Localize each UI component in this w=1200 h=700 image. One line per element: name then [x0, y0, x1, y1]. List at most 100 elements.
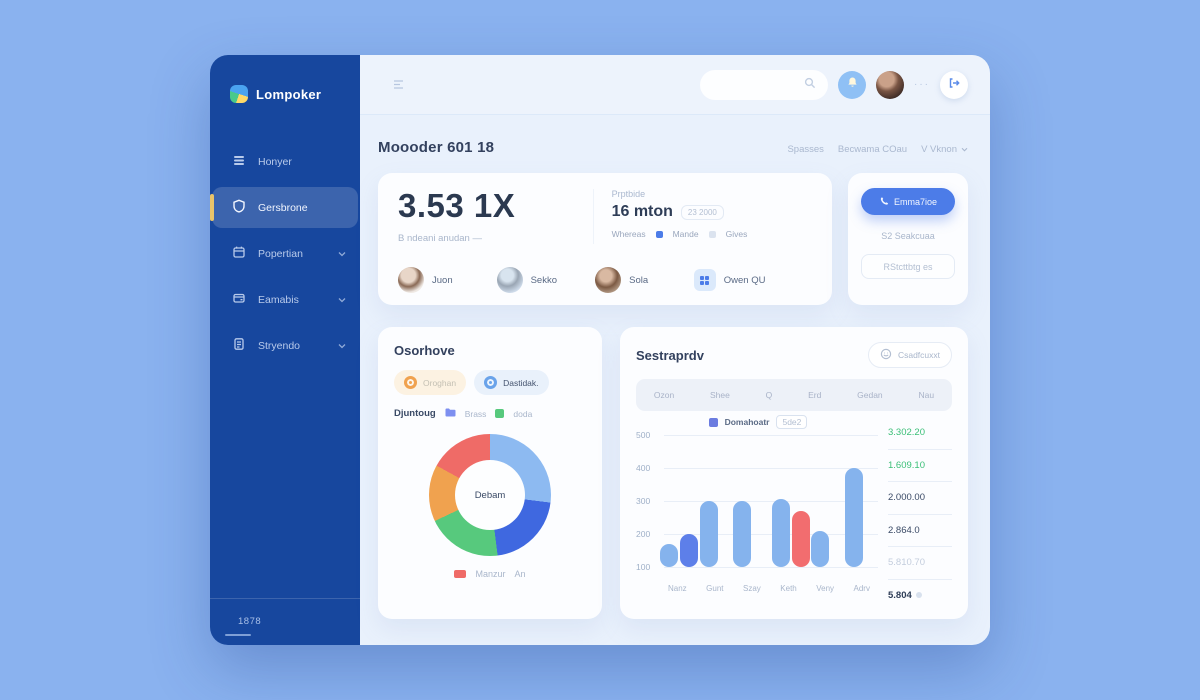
title-link-1[interactable]: Spasses: [787, 144, 824, 155]
side-value: 3.302.20: [888, 427, 925, 439]
side-value: 2.000.00: [888, 492, 925, 504]
legend-blue-swatch: [655, 230, 663, 238]
side-value: 5.810.70: [888, 557, 925, 569]
range-tab-4[interactable]: Gedan: [857, 390, 883, 400]
tertiary-action-button[interactable]: RStcttbtg es: [861, 254, 955, 279]
bar-chart-plot: Domahoatr 5de2 500 400 300 200 100: [636, 415, 878, 577]
y-tick-label: 500: [636, 430, 651, 440]
title-links: Spasses Becwama COau V Vknon: [787, 144, 968, 155]
legend-blue-label: Mande: [672, 229, 699, 239]
main-area: ··· Moooder 601 18 Spasses Becwama COau …: [360, 55, 990, 645]
gridline: [664, 567, 878, 568]
donut-center-label: Debam: [455, 460, 525, 530]
range-tab-1[interactable]: Shee: [710, 390, 730, 400]
person-name: Juon: [432, 274, 453, 286]
badge-orange[interactable]: Oroghan: [394, 370, 467, 395]
range-tab-2[interactable]: Q: [765, 390, 773, 400]
bar[interactable]: [680, 534, 699, 567]
side-value: 2.864.0: [888, 524, 920, 536]
sidebar-footer-underline: [225, 634, 251, 636]
statistics-action-button[interactable]: Csadfcuxxt: [867, 342, 952, 368]
range-tab-5[interactable]: Nau: [918, 390, 935, 400]
legend-indigo-swatch: [708, 417, 718, 427]
logout-icon: [948, 76, 960, 94]
badge-blue-label: Dastidak.: [503, 377, 539, 388]
person-item[interactable]: Juon: [398, 267, 497, 293]
chevron-down-icon: [338, 294, 346, 306]
bell-icon: [846, 76, 859, 94]
avatar: [496, 267, 523, 293]
sidebar-item-home[interactable]: Honyer: [210, 141, 360, 182]
bar[interactable]: [810, 530, 829, 567]
call-to-action-button[interactable]: Emma7ioe: [861, 188, 955, 215]
bar[interactable]: [791, 510, 810, 567]
stats-left: 3.53 1X B ndeani anudan —: [398, 188, 593, 243]
logout-button[interactable]: [940, 70, 968, 99]
sidebar-nav: Honyer Gersbrone Popertian Eamabis Strye…: [210, 141, 360, 366]
title-link-2[interactable]: Becwama COau: [837, 144, 908, 155]
sidebar-footer: 1878: [210, 598, 360, 636]
person-item[interactable]: Sekko: [496, 267, 596, 293]
legend-plain-label: Whereas: [611, 229, 646, 239]
logo: Lompoker: [210, 77, 360, 127]
side-value-row: 3.302.20: [888, 417, 952, 450]
sidebar-item-contacts[interactable]: Eamabis: [210, 279, 360, 320]
range-tab-3[interactable]: Erd: [808, 390, 822, 400]
search-icon: [804, 76, 816, 94]
statistics-card: Sestraprdv Csadfcuxxt Ozon Shee Q Erd Gedan N…: [620, 327, 968, 619]
bar-chart-legend: Domahoatr 5de2: [708, 415, 808, 429]
secondary-action-button[interactable]: S2 Seakcuaa: [881, 231, 935, 241]
donut-legend-blue-label: Brass: [464, 408, 487, 419]
stats-top: 3.53 1X B ndeani anudan — Prptbide 16 mt…: [398, 188, 812, 244]
statistics-action-label: Csadfcuxxt: [897, 350, 940, 360]
gridline: [664, 435, 878, 436]
sidebar-item-reports[interactable]: Stryendo: [210, 325, 360, 366]
badge-blue[interactable]: Dastidak.: [474, 370, 549, 395]
title-row: Moooder 601 18 Spasses Becwama COau V Vk…: [378, 139, 968, 156]
chevron-down-icon: [961, 144, 968, 155]
x-axis-label: Adrv: [853, 584, 870, 593]
chevron-down-icon: [338, 340, 346, 352]
sidebar-item-properties[interactable]: Popertian: [210, 233, 360, 274]
bar[interactable]: [844, 468, 863, 567]
stats-card: 3.53 1X B ndeani anudan — Prptbide 16 mt…: [378, 173, 832, 305]
user-avatar[interactable]: [876, 70, 904, 99]
bar[interactable]: [699, 501, 718, 567]
side-value-row: 1.609.10: [888, 450, 952, 482]
sidebar: Lompoker Honyer Gersbrone Popertian Eama…: [210, 55, 360, 645]
bar[interactable]: [772, 499, 791, 567]
content: Moooder 601 18 Spasses Becwama COau V Vk…: [360, 115, 990, 619]
document-icon: [232, 337, 246, 354]
y-tick-label: 200: [636, 529, 651, 539]
notifications-button[interactable]: [838, 70, 866, 99]
bar[interactable]: [659, 543, 678, 567]
side-value-row: 5.804: [888, 580, 952, 612]
side-value-row: 2.000.00: [888, 482, 952, 515]
more-dots: ···: [914, 79, 930, 90]
range-tabs: Ozon Shee Q Erd Gedan Nau: [636, 379, 952, 411]
sidebar-item-label: Honyer: [258, 155, 292, 168]
search-input[interactable]: [700, 69, 828, 100]
menu-lines-icon: [232, 153, 246, 170]
person-name: Sola: [629, 274, 649, 286]
donut-bottom-legend-label2: An: [514, 569, 526, 579]
sidebar-item-label: Stryendo: [258, 339, 301, 352]
sidebar-item-overview[interactable]: Gersbrone: [210, 187, 358, 228]
quick-link-item[interactable]: Owen QU: [693, 269, 812, 291]
people-row: Juon Sekko Sola Owen QU: [398, 267, 812, 293]
bar[interactable]: [733, 501, 752, 567]
wallet-icon: [232, 291, 246, 308]
gridline: [664, 534, 878, 535]
range-tab-0[interactable]: Ozon: [653, 390, 675, 400]
title-link-3[interactable]: V Vknon: [921, 144, 968, 155]
y-tick-label: 400: [636, 463, 651, 473]
donut-bottom-legend-label: Manzur: [475, 569, 506, 579]
sidebar-item-label: Popertian: [258, 247, 303, 260]
donut-legend-green-label: doda: [513, 408, 533, 419]
collapse-sidebar-icon[interactable]: [392, 78, 405, 91]
donut-chart-wrap: Debam: [429, 434, 551, 556]
donut-card-title: Osorhove: [394, 343, 455, 358]
person-item[interactable]: Sola: [595, 267, 694, 293]
statistics-title: Sestraprdv: [636, 347, 704, 363]
person-name: Sekko: [530, 274, 557, 286]
